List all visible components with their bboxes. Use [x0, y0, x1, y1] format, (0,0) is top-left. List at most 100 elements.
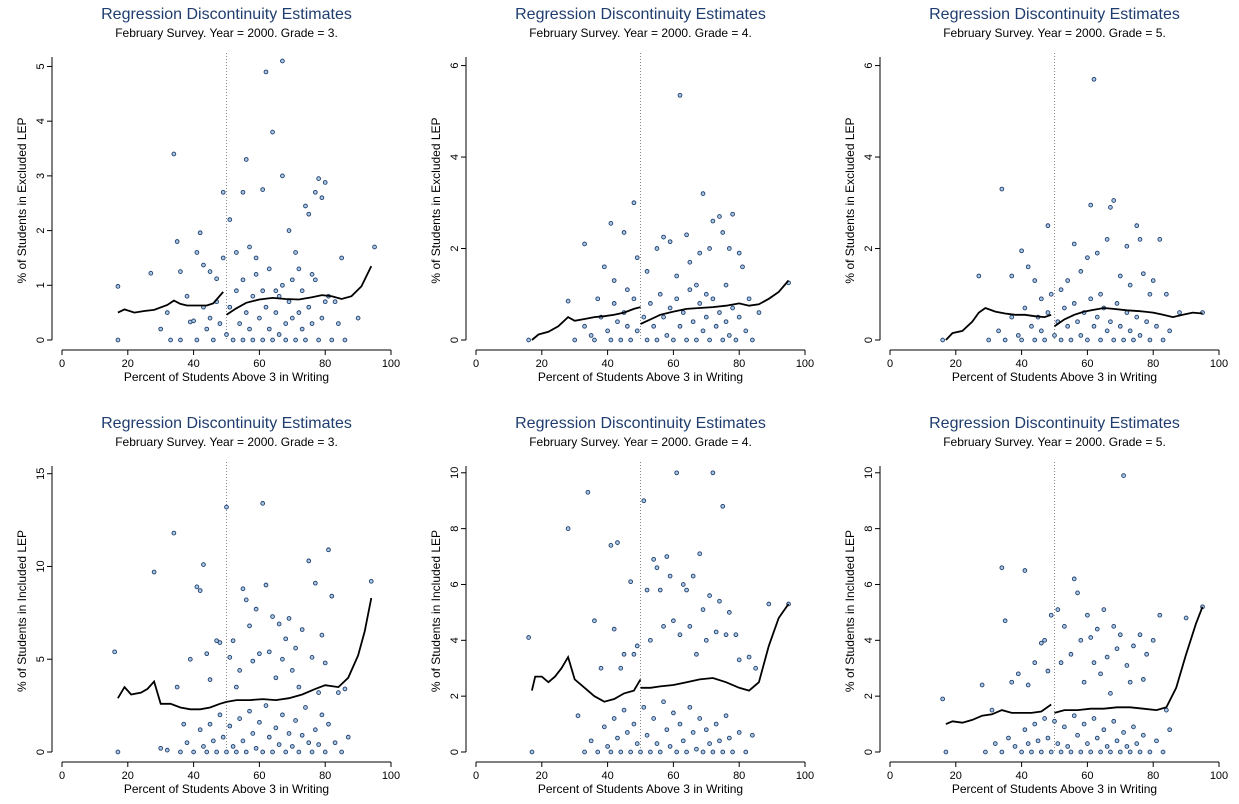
fit-line-left	[945, 703, 1052, 725]
scatter-point	[989, 707, 995, 713]
scatter-point	[1025, 682, 1031, 688]
scatter-point	[283, 321, 289, 326]
scatter-point	[322, 749, 328, 755]
scatter-point	[280, 282, 285, 288]
scatter-point	[1071, 301, 1077, 306]
scatter-point	[243, 749, 249, 755]
scatter-point	[710, 218, 716, 224]
scatter-point	[720, 749, 726, 755]
scatter-point	[1111, 198, 1117, 203]
scatter-point	[717, 214, 722, 219]
scatter-point	[1117, 323, 1123, 329]
x-axis-label: Percent of Students Above 3 in Writing	[124, 782, 329, 796]
scatter-point	[601, 724, 607, 730]
x-tick-label: 60	[1081, 358, 1093, 370]
scatter-point	[1006, 735, 1011, 741]
scatter-point	[1071, 713, 1077, 719]
scatter-point	[296, 749, 302, 755]
scatter-point	[618, 337, 624, 343]
scatter-point	[680, 738, 686, 744]
y-axis-label: % of Students in Included LEP	[429, 530, 443, 692]
scatter-point	[286, 228, 292, 233]
scatter-point	[1150, 278, 1156, 283]
scatter-point	[740, 264, 745, 270]
scatter-point	[217, 640, 223, 645]
scatter-point	[1111, 624, 1117, 629]
scatter-point	[1088, 635, 1094, 640]
y-tick-label: 5	[35, 656, 47, 662]
scatter-point	[1085, 337, 1090, 343]
y-tick-label: 8	[863, 526, 875, 532]
scatter-point	[217, 321, 223, 326]
scatter-point	[582, 749, 587, 755]
scatter-point	[270, 749, 275, 755]
scatter-point	[1012, 744, 1018, 749]
scatter-point	[257, 719, 262, 725]
scatter-point	[207, 677, 213, 682]
scatter-point	[266, 649, 272, 655]
scatter-point	[608, 221, 614, 226]
scatter-point	[214, 749, 219, 755]
scatter-point	[336, 321, 341, 326]
scatter-point	[270, 129, 275, 135]
scatter-point	[595, 749, 601, 755]
scatter-point	[720, 230, 726, 235]
scatter-point	[999, 565, 1005, 571]
scatter-point	[674, 749, 680, 755]
scatter-point	[644, 269, 650, 274]
scatter-point	[201, 562, 206, 567]
scatter-point	[697, 250, 703, 256]
scatter-point	[1111, 337, 1117, 343]
x-tick-label: 80	[733, 770, 745, 782]
scatter-point	[1002, 618, 1008, 624]
scatter-point	[1140, 732, 1146, 738]
chart-subtitle: February Survey. Year = 2000. Grade = 5.	[943, 435, 1166, 449]
scatter-point	[181, 721, 187, 727]
scatter-point	[756, 310, 762, 315]
scatter-point	[1065, 323, 1071, 329]
scatter-point	[986, 337, 992, 343]
scatter-point	[677, 632, 683, 638]
chart-subtitle: February Survey. Year = 2000. Grade = 4.	[529, 435, 752, 449]
x-tick-label: 100	[1210, 770, 1228, 782]
chart-panel-4: Regression Discontinuity Estimates Februa…	[15, 415, 400, 796]
scatter-point	[1127, 749, 1133, 755]
scatter-point	[319, 712, 325, 718]
y-tick-label: 5	[35, 63, 47, 69]
scatter-point	[720, 503, 726, 509]
scatter-point	[276, 621, 282, 627]
scatter-point	[687, 704, 693, 710]
scatter-point	[726, 333, 732, 338]
scatter-point	[299, 288, 305, 294]
scatter-point	[1038, 296, 1044, 302]
scatter-point	[1081, 679, 1087, 685]
scatter-point	[687, 287, 693, 293]
scatter-point	[999, 186, 1005, 192]
scatter-point	[608, 749, 614, 755]
scatter-point	[247, 708, 252, 714]
scatter-point	[243, 597, 249, 603]
scatter-point	[1029, 323, 1034, 329]
scatter-point	[1157, 237, 1163, 242]
x-tick-label: 40	[1015, 770, 1027, 782]
y-tick-label: 6	[863, 581, 875, 587]
scatter-point	[1078, 637, 1084, 643]
scatter-point	[694, 337, 699, 343]
chart-subtitle: February Survey. Year = 2000. Grade = 3.	[115, 26, 338, 40]
scatter-point	[240, 337, 246, 343]
scatter-point	[1062, 724, 1067, 730]
y-tick-label: 10	[449, 467, 461, 479]
scatter-point	[1183, 615, 1189, 621]
scatter-point	[1167, 328, 1172, 334]
scatter-point	[983, 749, 988, 755]
scatter-point	[657, 587, 663, 593]
scatter-point	[312, 189, 318, 195]
scatter-point	[1098, 671, 1103, 677]
scatter-point	[204, 326, 210, 332]
scatter-point	[628, 337, 633, 343]
scatter-point	[1098, 337, 1103, 343]
scatter-point	[684, 337, 689, 343]
scatter-point	[667, 305, 673, 311]
scatter-point	[303, 705, 308, 710]
scatter-point	[651, 716, 657, 721]
